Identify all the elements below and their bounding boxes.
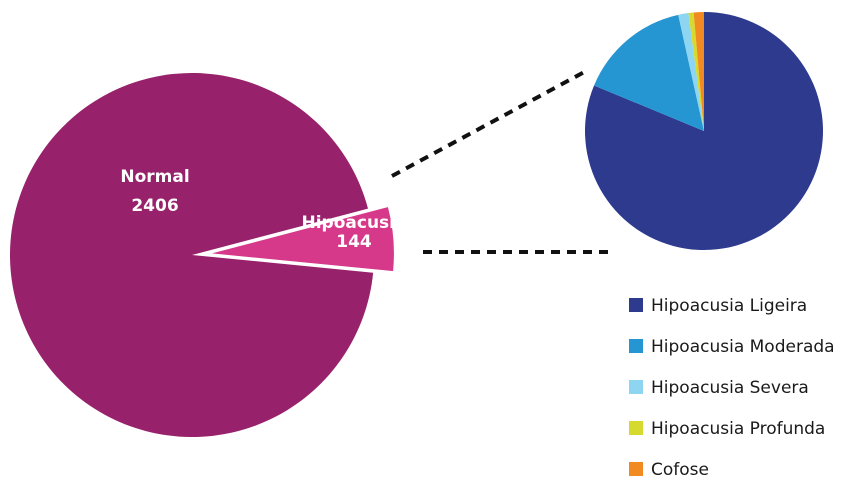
legend-swatch-hipoacusia-severa xyxy=(629,380,643,394)
legend-label-cofose: Cofose xyxy=(651,460,709,476)
legend-swatch-hipoacusia-ligeira xyxy=(629,298,643,312)
slice-label-normal-name: Normal xyxy=(120,167,189,187)
legend-label-hipoacusia-ligeira: Hipoacusia Ligeira xyxy=(651,296,807,316)
legend-label-hipoacusia-profunda: Hipoacusia Profunda xyxy=(651,419,825,439)
legend-label-hipoacusia-moderada: Hipoacusia Moderada xyxy=(651,337,835,357)
legend-label-hipoacusia-severa: Hipoacusia Severa xyxy=(651,378,809,398)
slice-label-hipoacusia-name: Hipoacusia xyxy=(302,213,407,233)
legend-swatch-cofose xyxy=(629,462,643,476)
legend-swatch-hipoacusia-profunda xyxy=(629,421,643,435)
slice-label-normal-value: 2406 xyxy=(131,196,178,216)
slice-label-hipoacusia-value: 144 xyxy=(336,232,372,252)
connector-line-top xyxy=(392,70,588,176)
legend-swatch-hipoacusia-moderada xyxy=(629,339,643,353)
